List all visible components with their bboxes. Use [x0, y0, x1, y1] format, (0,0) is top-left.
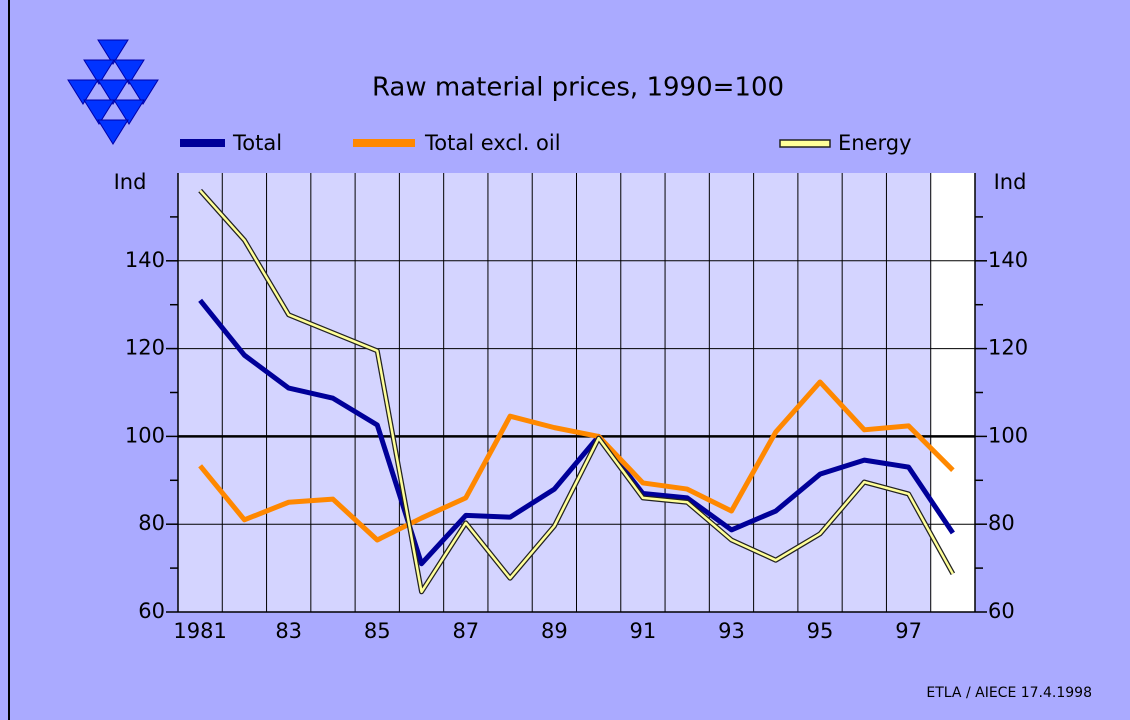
plot-area	[178, 173, 931, 612]
legend-label: Total	[232, 131, 282, 155]
y-tick-label: 100	[125, 423, 165, 447]
x-tick-label: 1981	[173, 619, 226, 643]
y2-tick-label: 120	[988, 336, 1028, 360]
x-tick-label: 83	[275, 619, 302, 643]
y-tick-label: 60	[138, 599, 165, 623]
y-tick-label: 120	[125, 336, 165, 360]
y2-tick-label: 60	[988, 599, 1015, 623]
y2-axis-label: Ind	[994, 170, 1027, 194]
series-line	[198, 379, 955, 543]
y2-tick-label: 100	[988, 423, 1028, 447]
x-tick-label: 89	[541, 619, 568, 643]
x-tick-label: 85	[364, 619, 391, 643]
legend-label: Energy	[838, 131, 912, 155]
x-tick-label: 95	[807, 619, 834, 643]
chart-title: Raw material prices, 1990=100	[372, 73, 784, 103]
y2-tick-label: 80	[988, 511, 1015, 535]
x-tick-label: 93	[718, 619, 745, 643]
logo	[67, 39, 159, 145]
y-axis-label: Ind	[114, 170, 147, 194]
x-tick-label: 97	[895, 619, 922, 643]
legend-label: Total excl. oil	[424, 131, 561, 155]
series-line	[198, 298, 955, 567]
y-tick-label: 140	[125, 248, 165, 272]
series-line	[199, 189, 954, 594]
x-tick-label: 91	[630, 619, 657, 643]
source-note: ETLA / AIECE 17.4.1998	[926, 685, 1092, 701]
x-tick-label: 87	[452, 619, 479, 643]
plot-area-forecast	[930, 173, 975, 612]
legend-swatch	[779, 139, 831, 148]
y2-tick-label: 140	[988, 248, 1028, 272]
y-tick-label: 80	[138, 511, 165, 535]
